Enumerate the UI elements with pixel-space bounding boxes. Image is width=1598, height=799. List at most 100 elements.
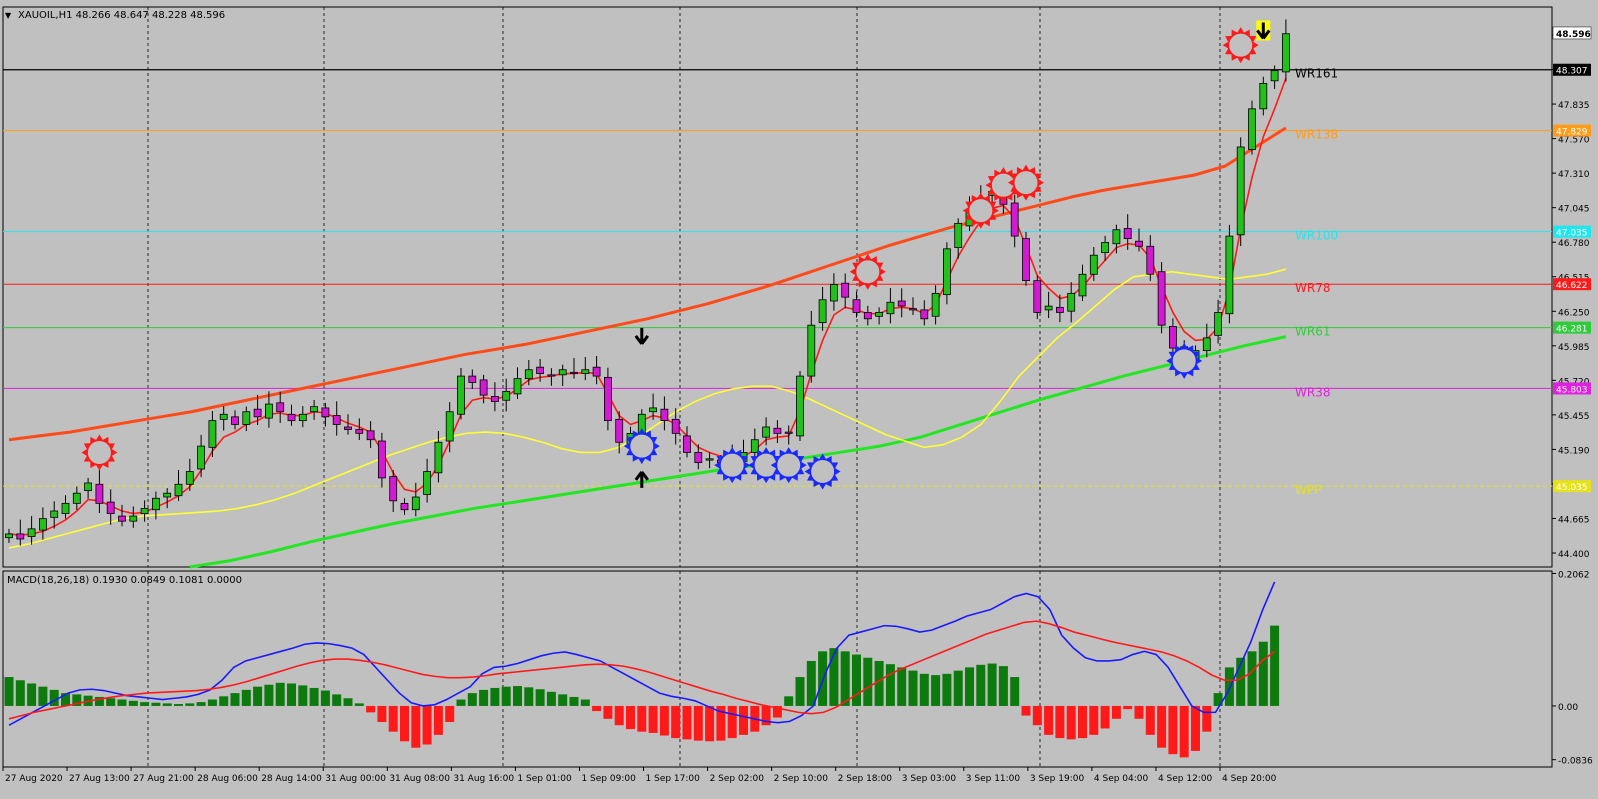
time-tick-label: 3 Sep 03:00 [902, 774, 957, 784]
macd-histogram-bar [716, 705, 726, 741]
price-tick-label: 45.985 [1558, 343, 1590, 353]
candle [253, 408, 262, 418]
macd-histogram-bar [1010, 677, 1020, 706]
price-tick-label: 46.780 [1558, 239, 1590, 249]
ema-slow-line [8, 126, 1287, 442]
time-tick-label: 31 Aug 08:00 [389, 774, 450, 784]
time-tick-label: 31 Aug 16:00 [453, 774, 514, 784]
macd-histogram-bar [27, 683, 37, 706]
macd-histogram-bar [558, 694, 568, 706]
price-tick-label: 44.665 [1558, 515, 1590, 525]
candle [106, 501, 115, 514]
candle [344, 426, 352, 430]
candle [694, 452, 703, 464]
time-tick-label: 2 Sep 02:00 [710, 774, 765, 784]
candle [1123, 228, 1132, 240]
candle [457, 375, 465, 415]
macd-histogram-bar [829, 648, 839, 706]
candle [536, 366, 544, 374]
candle [468, 375, 477, 383]
candle [479, 379, 488, 396]
macd-pane [2, 570, 1553, 768]
macd-histogram-bar [513, 686, 522, 706]
price-tick-label: 45.455 [1558, 412, 1590, 422]
macd-histogram-bar [1066, 705, 1076, 740]
level-label-wpp: WPP [1295, 483, 1321, 497]
candle [502, 390, 511, 401]
candle [129, 515, 138, 522]
time-tick-label: 4 Sep 04:00 [1094, 774, 1149, 784]
macd-histogram-bar [411, 705, 421, 748]
macd-histogram-bar [445, 705, 455, 723]
candle [118, 515, 126, 522]
candle [366, 430, 375, 441]
candle [830, 284, 838, 302]
macd-histogram-bar [1044, 705, 1054, 735]
candle [581, 369, 590, 374]
macd-histogram-bar [456, 699, 466, 706]
candle [1022, 238, 1030, 282]
candle [1146, 245, 1155, 275]
macd-histogram-bar [207, 699, 217, 706]
time-tick-label: 4 Sep 20:00 [1222, 774, 1277, 784]
macd-histogram-bar [535, 689, 545, 706]
candle [1033, 280, 1042, 313]
swing-high-marker [849, 253, 886, 290]
candle [400, 502, 409, 511]
candle [72, 492, 81, 504]
level-label-wr138: WR138 [1295, 128, 1338, 142]
macd-histogram-bar [433, 705, 443, 735]
ma-yellow-line [8, 268, 1287, 549]
symbol-dropdown-icon[interactable]: ▼ [5, 11, 12, 20]
macd-histogram-bar [1213, 693, 1223, 706]
macd-histogram-bar [128, 700, 138, 706]
macd-histogram-bar [467, 693, 477, 706]
candle [1214, 312, 1222, 336]
macd-histogram-bar [253, 686, 263, 706]
candle [208, 420, 217, 448]
candle [445, 411, 454, 442]
time-tick-label: 2 Sep 10:00 [774, 774, 829, 784]
macd-histogram-bar [61, 693, 70, 706]
candle [95, 483, 104, 504]
macd-histogram-bar [965, 667, 974, 706]
time-tick-label: 28 Aug 06:00 [197, 774, 258, 784]
candle [513, 378, 522, 395]
level-label-wr161: WR161 [1295, 67, 1338, 81]
macd-histogram-bar [580, 699, 590, 706]
macd-histogram-bar [682, 705, 692, 740]
macd-histogram-bar [1055, 705, 1065, 739]
macd-histogram-bar [4, 677, 14, 706]
candle [524, 369, 533, 380]
candle [592, 366, 601, 377]
swing-low-marker [804, 453, 841, 490]
time-tick-label: 3 Sep 19:00 [1030, 774, 1085, 784]
macd-histogram-bar [931, 675, 941, 706]
level-price-badge-label: 45.035 [1556, 483, 1588, 493]
current-price-label: 48.596 [1556, 30, 1591, 40]
macd-histogram-bar [185, 703, 195, 706]
time-tick-label: 4 Sep 12:00 [1158, 774, 1213, 784]
level-price-badge-label: 48.307 [1556, 67, 1588, 77]
time-tick-label: 28 Aug 14:00 [261, 774, 322, 784]
candle [852, 299, 861, 313]
candle [683, 435, 691, 453]
candle [287, 413, 296, 422]
macd-histogram-bar [1179, 705, 1189, 758]
macd-histogram-bar [772, 705, 782, 718]
macd-histogram-bar [1191, 705, 1200, 751]
candle [1112, 229, 1121, 245]
level-price-badge [1553, 480, 1591, 493]
arrow-down-icon [1256, 22, 1271, 40]
macd-histogram-bar [1145, 705, 1155, 735]
macd-histogram-bar [38, 686, 48, 706]
level-label-wr61: WR61 [1295, 325, 1330, 339]
level-price-badge [1553, 278, 1591, 291]
candle [276, 402, 285, 413]
candle [310, 406, 319, 413]
macd-histogram-bar [1032, 705, 1042, 726]
level-price-badge [1553, 63, 1591, 76]
candle [1157, 271, 1166, 326]
